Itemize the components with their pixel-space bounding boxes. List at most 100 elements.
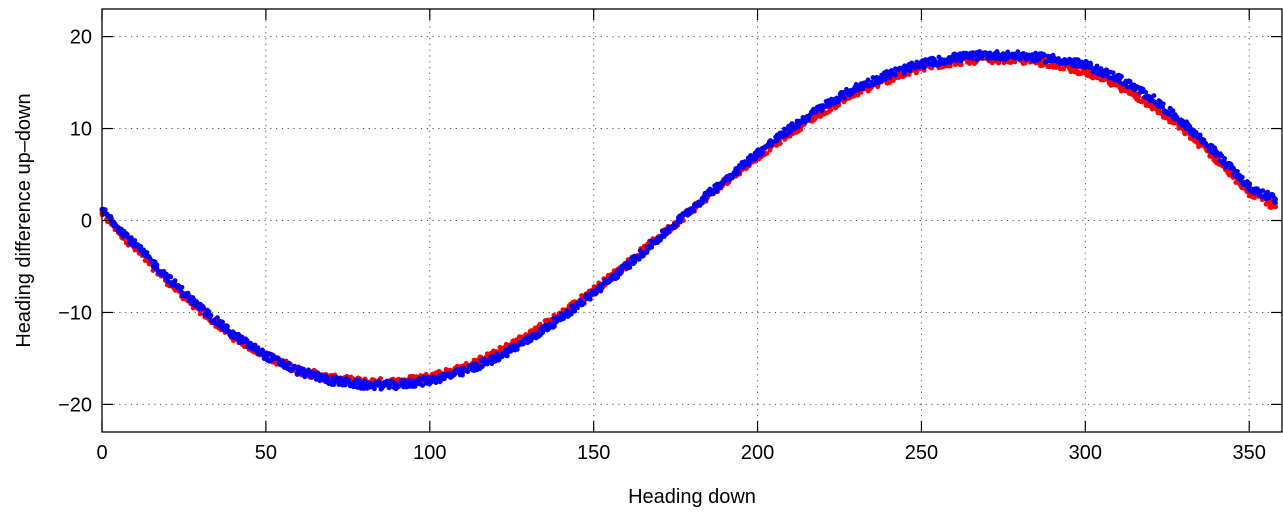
data-point	[780, 134, 785, 140]
data-point-key	[787, 125, 793, 132]
data-point	[649, 244, 655, 250]
data-point-key	[1181, 120, 1187, 126]
data-point	[172, 278, 178, 283]
data-point-key	[886, 71, 892, 77]
data-point-key	[1272, 196, 1278, 202]
data-point-key	[1246, 184, 1252, 190]
data-point	[842, 95, 847, 101]
data-point-key	[165, 274, 171, 281]
data-point	[1015, 49, 1021, 55]
data-point	[644, 250, 650, 255]
data-point	[974, 57, 980, 63]
data-point	[568, 311, 574, 317]
data-point	[420, 383, 425, 388]
data-point	[746, 162, 752, 167]
data-point-key	[394, 382, 400, 388]
data-point	[259, 351, 265, 357]
data-point	[760, 150, 766, 156]
data-point	[764, 151, 770, 156]
data-point	[1197, 132, 1203, 138]
x-tick-label: 150	[577, 442, 610, 464]
data-point	[220, 319, 225, 325]
data-point	[913, 65, 919, 71]
data-point	[109, 215, 114, 221]
data-point	[132, 238, 138, 243]
data-point-key	[1148, 94, 1154, 100]
data-point	[1170, 108, 1176, 114]
data-point-key	[755, 150, 761, 156]
data-point	[1160, 101, 1166, 107]
data-point	[748, 153, 754, 158]
data-point	[687, 211, 692, 217]
data-point-key	[525, 337, 531, 343]
data-point	[1233, 180, 1239, 185]
data-point-key	[623, 263, 630, 270]
x-tick-label: 250	[905, 442, 938, 464]
data-point-key	[1017, 53, 1023, 59]
data-point	[736, 170, 741, 175]
data-point-key	[427, 377, 433, 384]
data-point	[514, 347, 520, 352]
grid-lines	[102, 9, 1282, 432]
data-point	[836, 97, 842, 102]
data-point	[969, 56, 975, 62]
data-point	[244, 337, 250, 343]
data-point	[255, 345, 261, 351]
data-point	[1235, 169, 1240, 174]
data-point-key	[230, 331, 236, 338]
data-point	[901, 71, 907, 76]
y-tick-label: 20	[70, 27, 92, 49]
data-point-key	[689, 205, 695, 212]
data-point-key	[1115, 75, 1121, 81]
data-point-key	[918, 61, 925, 67]
data-point	[578, 297, 583, 303]
data-point-key	[361, 382, 367, 388]
data-point	[1136, 94, 1141, 99]
data-point	[346, 378, 352, 383]
data-point	[979, 55, 985, 61]
data-point	[882, 76, 888, 82]
data-point	[554, 319, 560, 324]
data-point	[520, 341, 526, 347]
data-point	[1149, 106, 1155, 112]
data-point	[581, 301, 587, 306]
data-point	[828, 107, 834, 113]
data-point	[1078, 71, 1084, 76]
data-point-key	[1082, 62, 1088, 68]
data-point	[1117, 79, 1123, 85]
data-point-key	[722, 177, 728, 183]
data-point	[260, 347, 265, 353]
data-point	[372, 386, 377, 392]
data-point	[1088, 62, 1094, 67]
series-1	[99, 49, 1278, 392]
data-point	[499, 354, 505, 360]
data-point-key	[1148, 102, 1154, 108]
data-point	[324, 375, 330, 380]
data-point	[947, 59, 953, 65]
data-point-key	[197, 305, 203, 311]
data-point	[615, 275, 620, 280]
data-point	[1252, 195, 1257, 201]
data-point-key	[1213, 150, 1219, 156]
data-point	[342, 382, 348, 388]
x-tick-label: 100	[413, 442, 446, 464]
data-point	[208, 313, 214, 318]
data-point-key	[492, 355, 498, 361]
data-point	[166, 279, 172, 285]
data-point	[206, 309, 212, 315]
x-tick-label: 300	[1069, 442, 1102, 464]
data-point	[504, 353, 510, 359]
data-point	[1012, 59, 1018, 65]
data-point	[1222, 156, 1227, 161]
data-point	[1068, 69, 1074, 75]
data-point	[252, 342, 258, 348]
data-point	[286, 361, 292, 366]
data-point	[777, 141, 783, 146]
y-tick-label: −10	[58, 302, 92, 324]
data-point	[703, 197, 709, 202]
data-point	[673, 223, 679, 229]
data-point	[125, 232, 130, 238]
data-point	[1143, 90, 1149, 95]
data-point-key	[591, 290, 597, 296]
